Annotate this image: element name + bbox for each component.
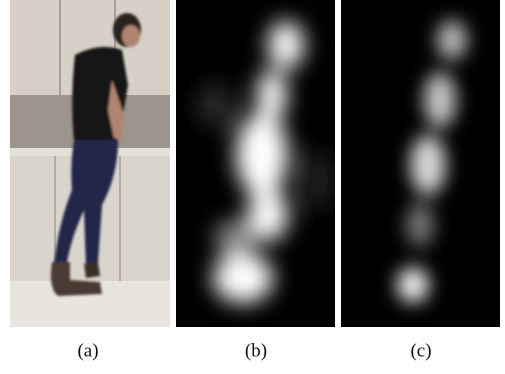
heatmap-panel [176,0,335,327]
photo-panel [10,0,170,327]
figure: (a) (b) (c) [0,0,505,374]
panel-label: (b) [245,340,267,361]
panel-label: (a) [77,340,98,361]
heatmap-panel [341,0,500,327]
panel-label: (c) [410,340,431,361]
